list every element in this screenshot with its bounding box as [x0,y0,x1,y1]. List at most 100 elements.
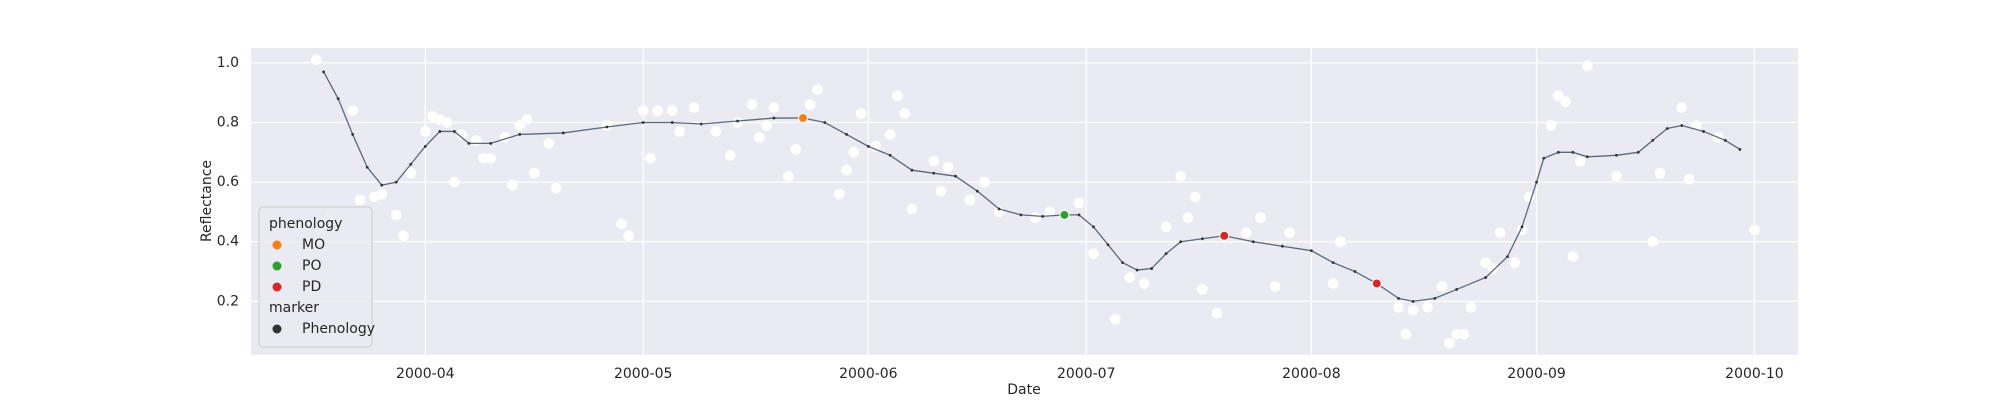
line-vertex [489,141,493,145]
data-point [651,104,664,117]
data-point [550,182,562,194]
data-point [1646,235,1659,248]
legend-label: PO [302,258,321,274]
x-tick-label: 2000-05 [614,366,673,382]
data-point [1400,328,1412,340]
data-point [1581,60,1594,72]
line-vertex [336,97,340,101]
data-point [1124,271,1136,284]
line-vertex [1571,150,1575,154]
data-point [906,203,918,215]
line-vertex [423,144,427,148]
phenology-point [1059,209,1070,220]
data-point [455,128,468,141]
data-point [310,54,323,66]
x-tick-label: 2000-08 [1282,366,1341,382]
data-point [622,230,635,242]
data-point [1508,256,1521,269]
line-vertex [910,168,914,172]
data-point [1458,328,1470,340]
data-point [811,83,824,96]
data-point [869,140,882,153]
line-vertex [438,130,442,133]
data-point [506,179,519,191]
line-vertex [866,144,870,148]
line-vertex [1019,213,1023,217]
data-point [1044,206,1056,218]
data-point [1029,212,1042,224]
line-vertex [699,122,703,126]
line-vertex [351,133,355,136]
legend-swatch [272,324,282,334]
line-vertex [1556,150,1560,154]
data-point [470,134,482,147]
line-vertex [1665,127,1669,130]
data-point [855,107,867,120]
line-vertex [1397,296,1400,300]
data-point [419,125,432,138]
data-point [1196,283,1209,296]
data-point [1610,170,1623,182]
line-vertex [605,125,609,129]
data-point [1574,155,1586,168]
data-point [782,170,795,182]
line-vertex [322,70,326,74]
line-vertex [394,180,398,184]
line-vertex [452,130,456,133]
grid [251,48,1798,355]
data-point [1334,235,1347,248]
y-axis-label: Reflectance [199,160,215,242]
data-point [528,167,541,179]
data-point [891,89,904,102]
data-point [1182,212,1194,224]
data-point [978,176,991,188]
phenology-point [1371,278,1382,289]
data-point [1109,313,1122,325]
legend: phenology MO PO PD marker Phenology [258,206,375,348]
data-point [768,101,780,114]
data-point [346,104,359,117]
line-vertex [1077,213,1081,217]
legend-swatch [272,282,282,292]
line-vertex [1542,156,1546,160]
data-point [710,125,722,138]
line-vertex [1455,288,1459,291]
data-point [405,167,417,179]
data-point [637,104,649,117]
line-vertex [1738,147,1742,151]
legend-swatch [272,261,282,271]
line-vertex [736,119,740,123]
data-point [1327,277,1339,290]
data-point [673,125,686,138]
line-vertex [1121,261,1124,265]
data-point [397,230,410,242]
legend-label: MO [302,237,325,253]
data-point [1748,224,1761,236]
line-vertex [1353,270,1357,273]
legend-title: marker [269,300,319,316]
data-point [942,161,954,173]
line-vertex [932,171,936,175]
data-point [1392,301,1405,314]
data-point [1436,280,1448,293]
data-point [644,152,657,165]
data-point [964,194,976,206]
line-vertex [1164,252,1168,256]
y-tick-label: 1.0 [217,55,239,71]
data-point [1160,221,1172,233]
line-vertex [1092,225,1095,229]
data-point [1683,173,1695,185]
data-point [1240,227,1252,239]
data-point [1545,119,1557,132]
x-tick-label: 2000-07 [1057,366,1116,382]
data-point [935,185,947,197]
line-vertex [1150,267,1154,270]
data-point [1254,212,1267,224]
marks [310,54,1761,349]
line-vertex [954,174,957,178]
x-tick-label: 2000-06 [839,366,898,382]
data-point [833,188,846,200]
legend-swatch [272,240,282,250]
